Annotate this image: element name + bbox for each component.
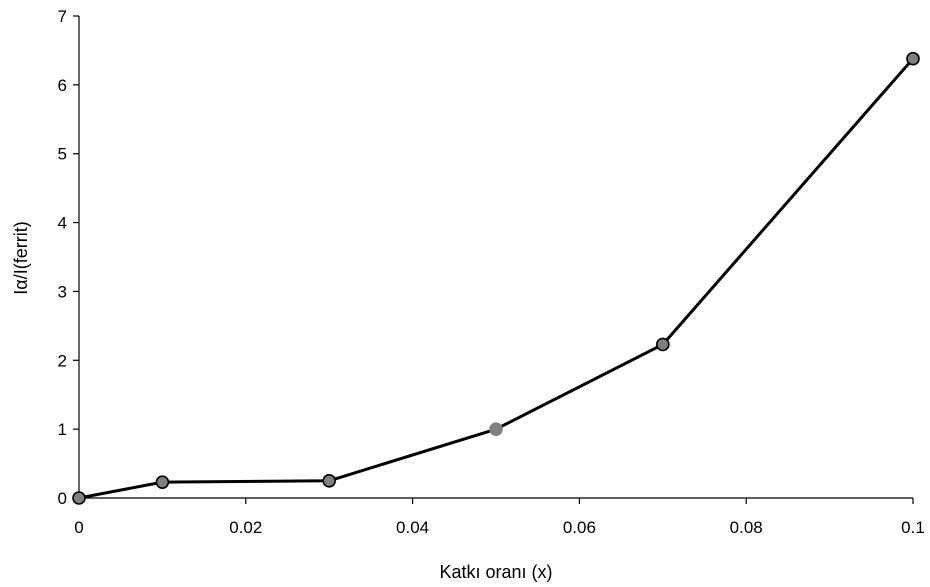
x-tick-label: 0.06 bbox=[563, 518, 596, 537]
axes: 0 1 2 3 4 5 6 7 0 0.02 0.04 0.06 0.08 0.1 bbox=[58, 7, 925, 537]
series-layer bbox=[72, 51, 920, 505]
data-point bbox=[489, 422, 503, 436]
x-tick-label: 0.04 bbox=[396, 518, 429, 537]
y-tick-label: 7 bbox=[58, 7, 67, 26]
data-point bbox=[155, 475, 170, 489]
y-tick-label: 2 bbox=[58, 351, 67, 370]
data-point bbox=[72, 491, 86, 505]
data-point bbox=[322, 473, 337, 488]
x-tick-label: 0 bbox=[74, 518, 83, 537]
data-point bbox=[906, 51, 920, 66]
y-tick-label: 4 bbox=[58, 214, 67, 233]
y-tick-label: 6 bbox=[58, 76, 67, 95]
y-tick-label: 5 bbox=[58, 145, 67, 164]
y-tick-label: 0 bbox=[58, 489, 67, 508]
x-tick-label: 0.08 bbox=[730, 518, 763, 537]
y-axis-title: Iα/I(ferrit) bbox=[11, 221, 31, 294]
y-tick-label: 1 bbox=[58, 420, 67, 439]
y-tick-label: 3 bbox=[58, 282, 67, 301]
data-point bbox=[655, 337, 670, 352]
x-tick-label: 0.02 bbox=[229, 518, 262, 537]
x-axis-title: Katkı oranı (x) bbox=[439, 562, 552, 582]
x-tick-label: 0.1 bbox=[901, 518, 925, 537]
series-line bbox=[78, 57, 915, 500]
